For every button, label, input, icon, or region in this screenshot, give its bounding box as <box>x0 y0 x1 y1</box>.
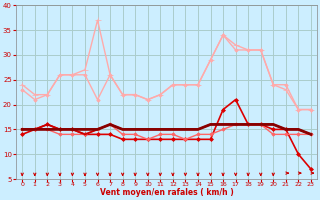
X-axis label: Vent moyen/en rafales ( km/h ): Vent moyen/en rafales ( km/h ) <box>100 188 234 197</box>
